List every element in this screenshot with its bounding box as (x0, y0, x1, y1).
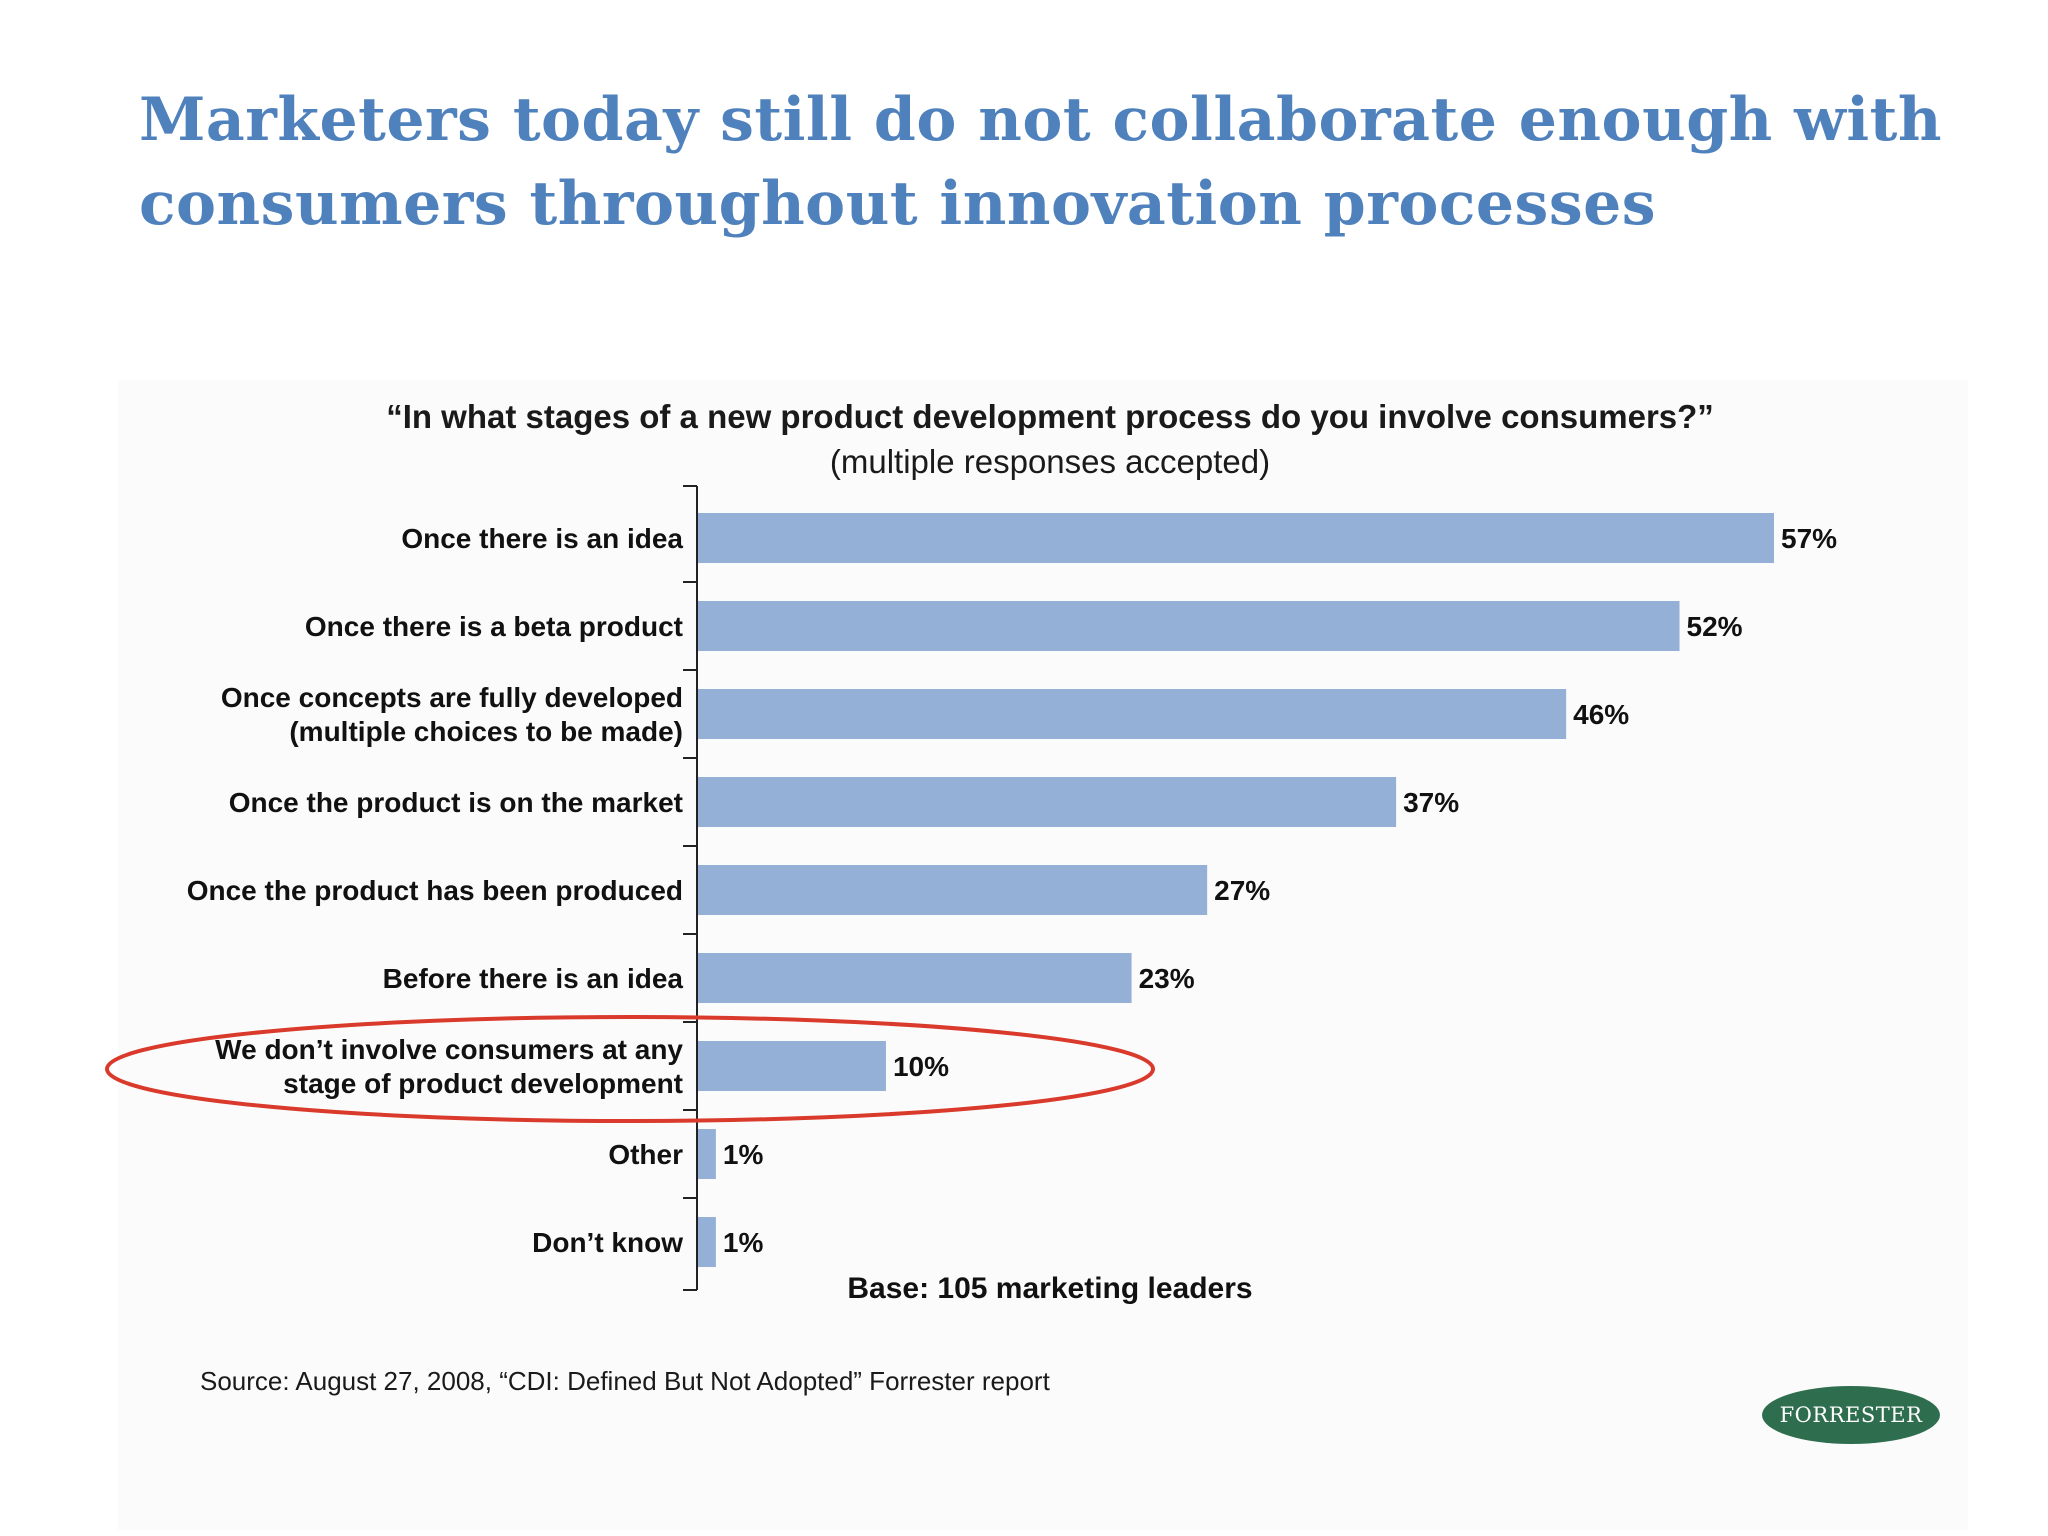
category-label-0: Once there is an idea (401, 523, 683, 554)
bar-8 (697, 1217, 716, 1267)
value-label-7: 1% (723, 1139, 764, 1170)
category-label-2-line-0: Once concepts are fully developed (221, 682, 683, 713)
bar-7 (697, 1129, 716, 1179)
category-labels-layer: Once there is an idea Once there is a bet… (187, 523, 684, 1258)
value-label-0: 57% (1781, 523, 1837, 554)
category-label-4-line-0: Once the product has been produced (187, 875, 683, 906)
bar-5 (697, 953, 1132, 1003)
forrester-logo: FORRESTER (1762, 1386, 1940, 1444)
category-label-0-line-0: Once there is an idea (401, 523, 683, 554)
highlight-layer (105, 1015, 1155, 1123)
source-note: Source: August 27, 2008, “CDI: Defined B… (200, 1366, 1050, 1396)
bar-2 (697, 689, 1567, 739)
value-label-4: 27% (1214, 875, 1270, 906)
bar-1 (697, 601, 1680, 651)
bar-0 (697, 513, 1774, 563)
bar-6 (697, 1041, 886, 1091)
y-axis (683, 485, 698, 1291)
category-label-1: Once there is a beta product (305, 611, 683, 642)
base-note: Base: 105 marketing leaders (847, 1272, 1253, 1305)
category-label-8: Don’t know (532, 1227, 683, 1258)
category-label-8-line-0: Don’t know (532, 1227, 683, 1258)
category-label-5-line-0: Before there is an idea (383, 963, 684, 994)
chart-subtitle: (multiple responses accepted) (829, 443, 1271, 480)
category-label-2: Once concepts are fully developed (multip… (221, 682, 683, 747)
chart-title: “In what stages of a new product develop… (386, 398, 1714, 435)
slide-title-line-1: Marketers today still do not collaborate… (139, 85, 1942, 155)
value-label-5: 23% (1139, 963, 1195, 994)
bar-3 (697, 777, 1397, 827)
category-label-6: We don’t involve consumers at any stage o… (215, 1034, 683, 1099)
category-label-3-line-0: Once the product is on the market (229, 787, 683, 818)
category-label-6-line-0: We don’t involve consumers at any (215, 1034, 683, 1065)
value-labels-layer: 57% 52% 46% 37% 27% 23% 10% 1% 1% (723, 523, 1837, 1258)
slide-title: Marketers today still do not collaborate… (139, 78, 1959, 246)
category-label-7-line-0: Other (608, 1139, 683, 1170)
category-label-6-line-1: stage of product development (283, 1068, 683, 1099)
value-label-2: 46% (1573, 699, 1629, 730)
category-label-7: Other (608, 1139, 683, 1170)
bars-layer (697, 513, 1774, 1267)
logo-text: FORRESTER (1779, 1403, 1923, 1427)
value-label-8: 1% (723, 1227, 764, 1258)
category-label-4: Once the product has been produced (187, 875, 683, 906)
value-label-1: 52% (1687, 611, 1743, 642)
highlight-ellipse (105, 1015, 1155, 1123)
bar-4 (697, 865, 1208, 915)
value-label-6: 10% (893, 1051, 949, 1082)
value-label-3: 37% (1403, 787, 1459, 818)
category-label-5: Before there is an idea (383, 963, 684, 994)
slide-title-line-2: consumers throughout innovation processe… (139, 169, 1657, 239)
category-label-1-line-0: Once there is a beta product (305, 611, 683, 642)
category-label-2-line-1: (multiple choices to be made) (289, 716, 683, 747)
category-label-3: Once the product is on the market (229, 787, 683, 818)
